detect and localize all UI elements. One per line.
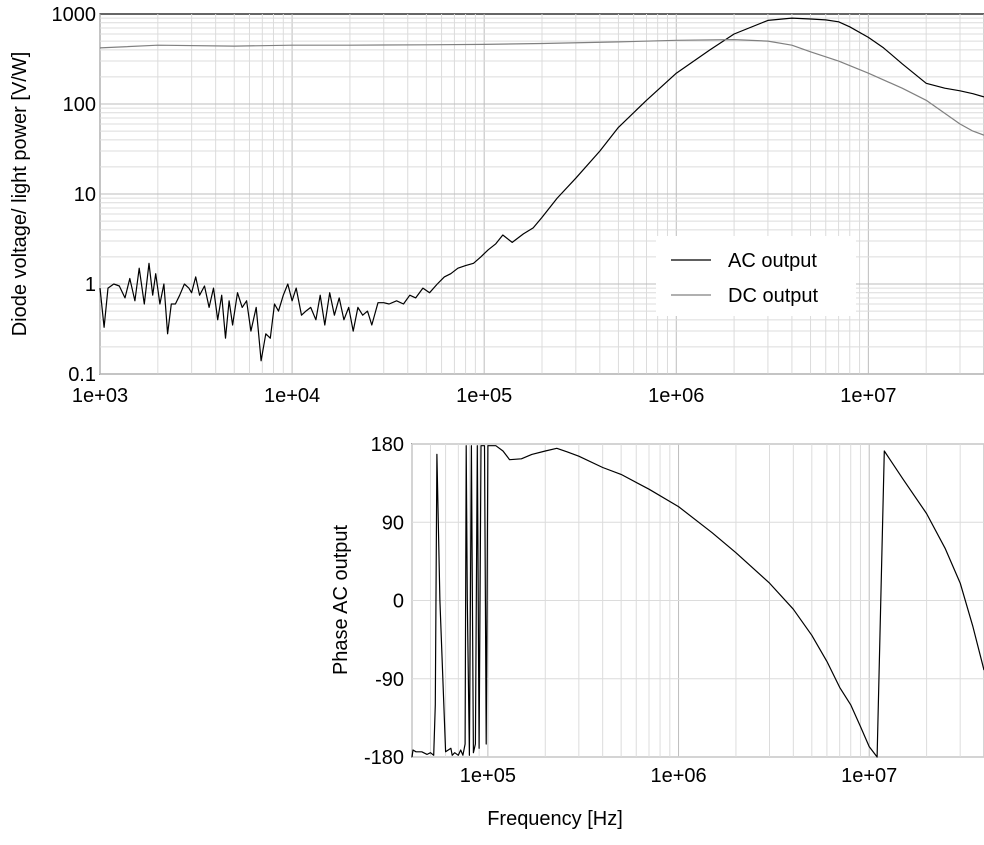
upper-y-tick-label: 10 <box>74 184 96 206</box>
lower-x-tick-label: 1e+06 <box>650 765 706 787</box>
x-axis-label: Frequency [Hz] <box>487 808 623 830</box>
upper-y-tick-label: 1 <box>85 274 96 296</box>
lower-y-tick-label: 0 <box>393 591 404 613</box>
lower-series-layer <box>411 445 984 758</box>
upper-x-tick-label: 1e+06 <box>648 385 704 407</box>
upper-x-tick-label: 1e+03 <box>72 385 128 407</box>
upper-x-tick-labels: 1e+03 1e+04 1e+05 1e+06 1e+07 <box>72 385 897 407</box>
lower-y-tick-label: -180 <box>364 747 404 769</box>
upper-grid <box>99 14 984 375</box>
lower-plot: 1e+05 1e+06 1e+07 -180 -90 0 90 180 Phase AC o… <box>330 434 984 830</box>
ac-output-line <box>99 17 984 362</box>
upper-y-tick-label: 1000 <box>52 4 97 26</box>
upper-y-tick-label: 100 <box>63 94 96 116</box>
upper-plot: 1e+03 1e+04 1e+05 1e+06 1e+07 0.11101001000 … <box>9 4 984 407</box>
lower-x-tick-label: 1e+05 <box>460 765 516 787</box>
lower-y-tick-label: 90 <box>382 512 404 534</box>
upper-y-tick-label: 0.1 <box>68 364 96 386</box>
legend-box <box>656 236 856 316</box>
upper-x-tick-label: 1e+05 <box>456 385 512 407</box>
lower-y-axis-label: Phase AC output <box>330 525 352 676</box>
upper-x-tick-label: 1e+07 <box>840 385 896 407</box>
lower-y-tick-label: 180 <box>371 434 404 456</box>
lower-y-tick-label: -90 <box>375 669 404 691</box>
upper-x-tick-label: 1e+04 <box>264 385 320 407</box>
upper-y-tick-labels: 0.1 1 10 100 1000 <box>52 4 97 386</box>
legend: AC output DC output <box>656 236 856 316</box>
upper-y-axis-label: Diode voltage/ light power [V/W] <box>9 52 31 337</box>
dc-output-line <box>99 38 984 136</box>
lower-grid <box>411 443 984 758</box>
lower-y-tick-labels: -180 -90 0 90 180 <box>364 434 404 769</box>
phase-line <box>411 445 984 758</box>
lower-x-tick-labels: 1e+05 1e+06 1e+07 <box>460 765 898 787</box>
legend-label-dc: DC output <box>728 285 818 307</box>
lower-x-tick-label: 1e+07 <box>841 765 897 787</box>
upper-series-layer <box>99 17 984 362</box>
legend-label-ac: AC output <box>728 250 817 272</box>
